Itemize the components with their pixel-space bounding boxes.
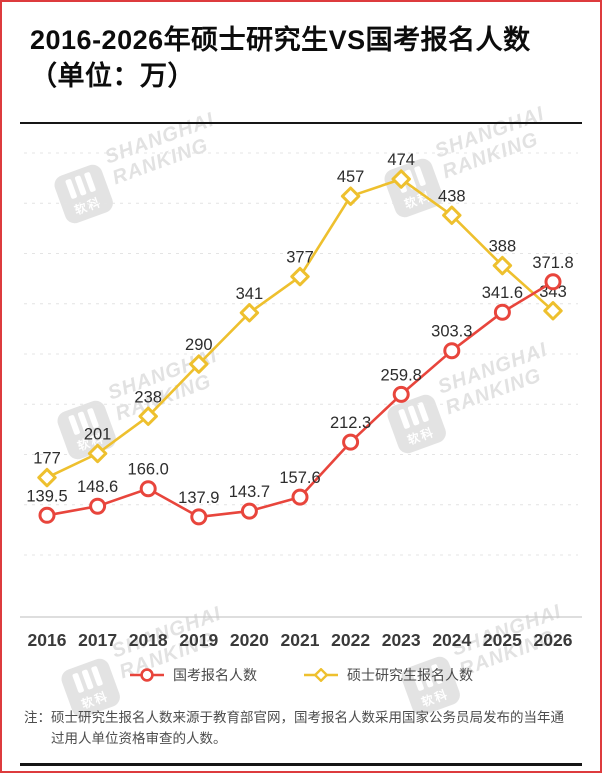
x-axis-label: 2023 (382, 630, 421, 650)
data-point-label: 371.8 (532, 254, 573, 272)
legend-label-guokao: 国考报名人数 (173, 667, 257, 683)
data-point-marker (443, 342, 461, 360)
chart-title-line1: 2016-2026年硕士研究生VS国考报名人数 (30, 25, 531, 55)
data-point-label: 377 (286, 249, 314, 267)
data-point-label: 259.8 (381, 366, 422, 384)
x-axis-label: 2025 (483, 630, 522, 650)
data-point-label: 474 (387, 151, 415, 169)
data-point-label: 457 (337, 168, 365, 186)
data-point-label: 212.3 (330, 414, 371, 432)
bottom-separator-line (20, 763, 582, 766)
footnote-prefix: 注： (24, 710, 51, 725)
x-axis-label: 2016 (28, 630, 67, 650)
legend-circle-marker-icon (130, 668, 164, 682)
data-point-marker (492, 255, 513, 276)
data-point-marker (138, 406, 158, 426)
chart-title-unit: （单位：万） (30, 61, 195, 91)
data-point-marker (189, 354, 209, 374)
x-axis-label: 2022 (331, 630, 370, 650)
x-axis-label: 2020 (230, 630, 269, 650)
data-point-label: 148.6 (77, 478, 118, 496)
chart-legend: 国考报名人数 硕士研究生报名人数 (0, 665, 602, 685)
data-point-marker (340, 186, 361, 206)
data-point-label: 157.6 (279, 469, 320, 487)
legend-label-kaoyan: 硕士研究生报名人数 (347, 667, 473, 683)
data-point-marker (239, 303, 260, 323)
data-point-marker (190, 508, 208, 526)
data-point-marker (89, 497, 107, 515)
data-point-marker (442, 205, 462, 225)
data-point-marker (391, 169, 411, 189)
legend-item-guokao[interactable]: 国考报名人数 (129, 665, 257, 685)
data-point-label: 388 (489, 238, 517, 256)
chart-title: 2016-2026年硕士研究生VS国考报名人数 （单位：万） (30, 22, 578, 94)
footnote: 注： 硕士研究生报名人数来源于教育部官网，国考报名人数采用国家公务员局发布的当年… (24, 707, 572, 749)
data-point-marker (543, 301, 563, 321)
data-point-label: 166.0 (128, 461, 169, 479)
legend-item-kaoyan[interactable]: 硕士研究生报名人数 (303, 665, 473, 685)
data-point-label: 438 (438, 187, 466, 205)
data-point-label: 143.7 (229, 483, 270, 501)
x-axis-label: 2019 (179, 630, 218, 650)
x-axis-label: 2017 (78, 630, 117, 650)
data-point-label: 137.9 (178, 489, 219, 507)
legend-diamond-marker-icon (304, 668, 338, 682)
data-point-label: 201 (84, 426, 112, 444)
data-point-marker (291, 488, 309, 506)
data-point-label: 139.5 (26, 487, 67, 505)
data-point-marker (37, 467, 57, 488)
data-point-label: 177 (33, 450, 61, 468)
x-axis-label: 2021 (281, 630, 320, 650)
data-point-marker (493, 303, 511, 321)
data-point-label: 303.3 (431, 323, 472, 341)
data-point-marker (290, 266, 310, 287)
data-point-marker (240, 502, 258, 520)
data-point-marker (139, 480, 157, 498)
data-point-marker (342, 433, 360, 451)
footnote-text: 硕士研究生报名人数来源于教育部官网，国考报名人数采用国家公务员局发布的当年通过用… (51, 710, 564, 746)
x-axis-label: 2018 (129, 630, 168, 650)
data-point-label: 238 (134, 388, 162, 406)
data-point-marker (392, 385, 410, 403)
x-axis-label: 2026 (534, 630, 573, 650)
data-point-label: 341 (236, 285, 264, 303)
data-point-marker (38, 506, 56, 524)
series-line-kaoyan (46, 177, 554, 479)
x-axis-label: 2024 (432, 630, 471, 650)
title-separator-line (20, 122, 582, 124)
data-point-label: 290 (185, 336, 213, 354)
data-point-marker (544, 273, 562, 291)
data-point-label: 341.6 (482, 284, 523, 302)
